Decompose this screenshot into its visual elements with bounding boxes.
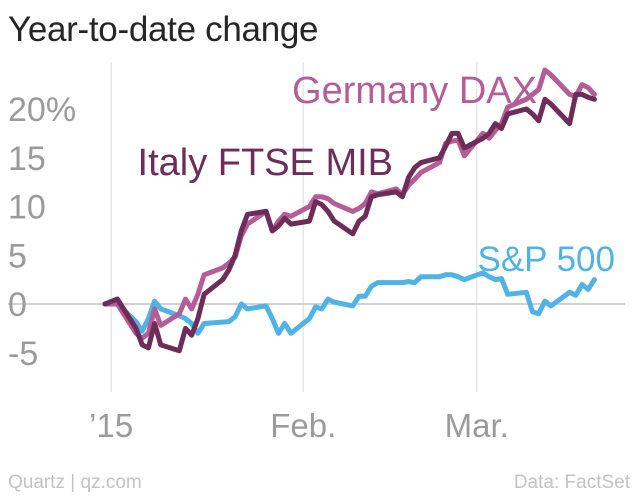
data-credit: Data: FactSet bbox=[513, 472, 630, 493]
x-tick-label: Mar. bbox=[445, 407, 509, 444]
x-axis: ’15 Feb. Mar. bbox=[89, 407, 509, 444]
series-label-1: Italy FTSE MIB bbox=[138, 142, 393, 184]
y-tick-label: 15 bbox=[8, 140, 46, 178]
series-line-1 bbox=[102, 91, 597, 354]
y-axis: 20% 15 10 5 0 -5 bbox=[8, 91, 76, 373]
y-tick-label: 10 bbox=[8, 189, 46, 227]
x-tick-label: ’15 bbox=[89, 407, 133, 444]
series-line-0 bbox=[102, 67, 597, 341]
series-label-2: S&P 500 bbox=[477, 240, 615, 279]
y-tick-label: -5 bbox=[8, 335, 38, 373]
series-label-0: Germany DAX bbox=[292, 70, 537, 112]
y-tick-label: 20% bbox=[8, 91, 76, 129]
source-credit: Quartz | qz.com bbox=[8, 472, 142, 493]
y-tick-label: 0 bbox=[8, 286, 27, 324]
series-labels: Germany DAX Italy FTSE MIB S&P 500 bbox=[138, 70, 615, 279]
x-tick-label: Feb. bbox=[270, 407, 336, 444]
plot-area bbox=[102, 67, 597, 354]
y-tick-label: 5 bbox=[8, 237, 27, 275]
series-line-2 bbox=[102, 270, 597, 336]
chart-title: Year-to-date change bbox=[8, 10, 319, 49]
